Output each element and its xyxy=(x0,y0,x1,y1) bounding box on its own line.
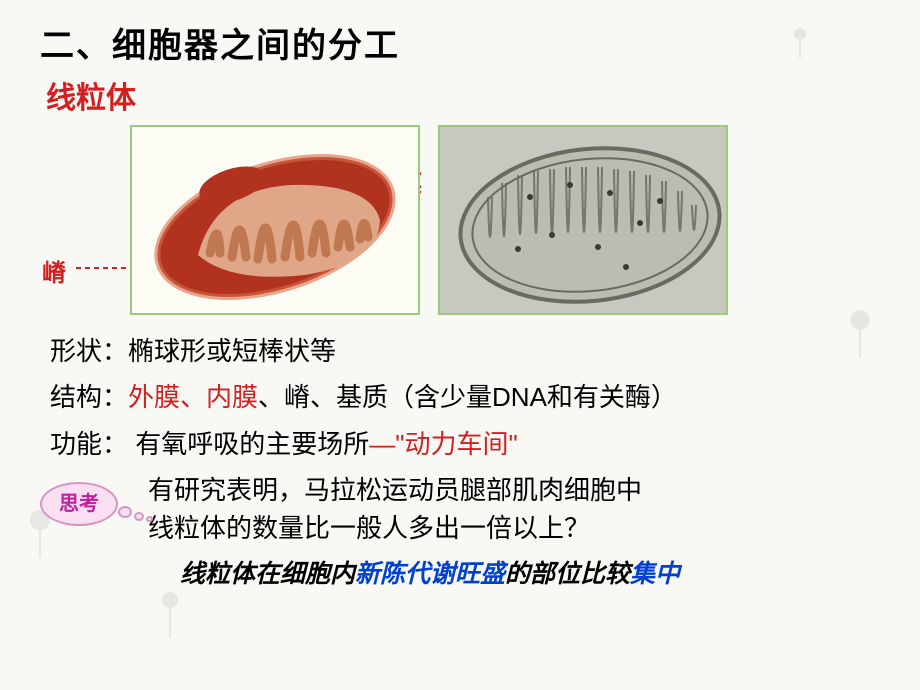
shape-label: 形状： xyxy=(50,336,128,366)
think-row: 思考 有研究表明，马拉松运动员腿部肌肉细胞中 线粒体的数量比一般人多出一倍以上？ xyxy=(40,472,880,547)
label-crista: 嵴 xyxy=(42,253,66,288)
slide-container: 二、细胞器之间的分工 线粒体 —外膜 —内膜 嵴 xyxy=(0,0,920,600)
bubble-dot-icon xyxy=(118,506,132,518)
think-line2: 线粒体的数量比一般人多出一倍以上？ xyxy=(148,510,642,548)
function-label: 功能： xyxy=(50,429,128,459)
conclusion-blue2: 集中 xyxy=(630,560,680,588)
structure-line: 结构：外膜、内膜、嵴、基质（含少量DNA和有关酶） xyxy=(50,379,880,415)
function-quote: "动力车间" xyxy=(395,429,517,459)
conclusion-line: 线粒体在细胞内新陈代谢旺盛的部位比较集中 xyxy=(180,554,880,590)
think-label: 思考 xyxy=(40,482,118,526)
bubble-dot-icon xyxy=(134,512,144,521)
shape-text: 椭球形或短棒状等 xyxy=(128,336,336,366)
section-title: 二、细胞器之间的分工 xyxy=(40,18,880,67)
diagram-labels: —外膜 —内膜 嵴 xyxy=(70,125,420,315)
function-text: 有氧呼吸的主要场所 xyxy=(128,429,369,459)
think-text: 有研究表明，马拉松运动员腿部肌肉细胞中 线粒体的数量比一般人多出一倍以上？ xyxy=(148,472,642,547)
mitochondrion-svg xyxy=(140,135,410,305)
shape-line: 形状：椭球形或短棒状等 xyxy=(50,333,880,369)
structure-label: 结构： xyxy=(50,382,128,412)
conclusion-blue1: 新陈代谢旺盛 xyxy=(355,560,505,588)
structure-red: 外膜、内膜 xyxy=(128,382,258,412)
structure-rest: 、嵴、基质（含少量DNA和有关酶） xyxy=(258,382,677,412)
mitochondrion-illustration xyxy=(130,125,420,315)
conclusion-mid: 的部位比较 xyxy=(505,560,630,588)
image-row: —外膜 —内膜 嵴 xyxy=(70,125,880,315)
thought-bubble-icon: 思考 xyxy=(34,476,142,540)
think-line1: 有研究表明，马拉松运动员腿部肌肉细胞中 xyxy=(148,472,642,510)
leader-line xyxy=(76,267,136,269)
micrograph-svg xyxy=(440,127,728,315)
function-line: 功能： 有氧呼吸的主要场所—"动力车间" xyxy=(50,426,880,462)
conclusion-pre: 线粒体在细胞内 xyxy=(180,560,355,588)
mitochondrion-micrograph xyxy=(438,125,728,315)
subtitle-mitochondrion: 线粒体 xyxy=(46,73,880,117)
function-dash: — xyxy=(369,429,395,459)
